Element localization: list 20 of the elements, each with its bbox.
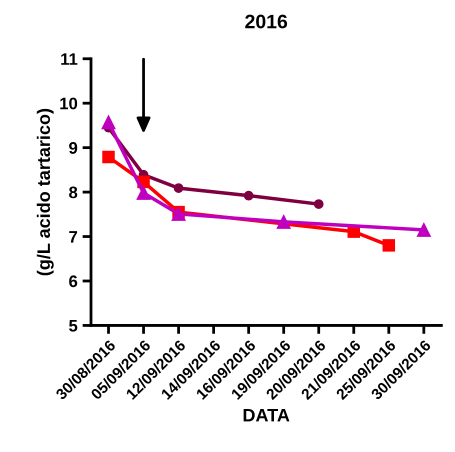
point (276, 214, 291, 229)
point (314, 199, 324, 209)
y-tick-label: 5 (69, 320, 78, 332)
chart-title: 2016 (245, 14, 288, 28)
y-tick-label: 10 (60, 98, 78, 110)
y-tick-label: 7 (69, 231, 78, 243)
y-tick-label: 6 (69, 275, 78, 288)
x-axis-title: DATA (244, 408, 290, 422)
point (172, 206, 186, 221)
y-tick-label: 8 (69, 186, 78, 198)
point (174, 183, 184, 193)
point (244, 190, 254, 201)
point (102, 115, 116, 130)
point (382, 239, 396, 252)
y-axis-title: (g/L acido tartarico) (36, 108, 54, 276)
point (416, 222, 431, 237)
point (136, 186, 150, 200)
point (102, 150, 115, 164)
y-tick-label: 11 (61, 53, 78, 65)
y-tick-label: 9 (69, 142, 78, 154)
